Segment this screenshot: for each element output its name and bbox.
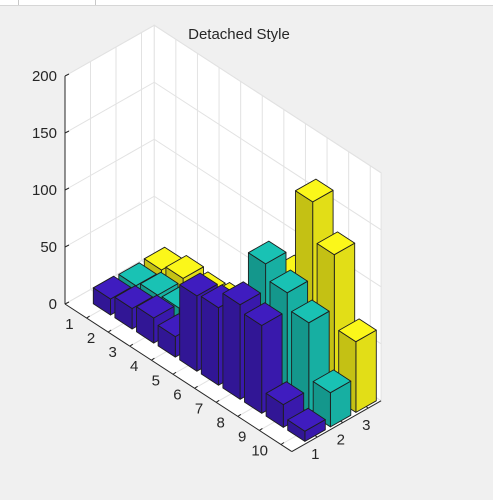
- y-tick: [172, 371, 177, 375]
- bar-top-face: [338, 318, 377, 343]
- y-tick-label: 1: [65, 316, 73, 333]
- bar-top-face: [295, 178, 334, 203]
- bar-top-face: [312, 369, 352, 394]
- bar-side-face: [200, 296, 219, 386]
- bar-side-face: [179, 284, 198, 372]
- z-tick: [64, 301, 70, 305]
- y-tick: [237, 413, 242, 417]
- y-tick: [151, 357, 155, 361]
- x-axis-line: [291, 400, 382, 452]
- bar-side-face: [222, 292, 241, 400]
- y-tick: [86, 315, 90, 319]
- z-tick: [64, 244, 70, 248]
- bar-top-face: [265, 381, 305, 406]
- toolbar-separator: [95, 0, 96, 5]
- y-tick-label: 10: [251, 443, 268, 460]
- y-tick: [129, 343, 134, 347]
- y-tick-label: 3: [108, 344, 116, 361]
- toolbar-separator: [18, 0, 19, 5]
- bars: [92, 178, 377, 442]
- y-tick-label: 5: [152, 372, 160, 389]
- bar-top-face: [118, 262, 157, 287]
- bar-top-face: [247, 240, 287, 265]
- bar-top-face: [114, 285, 153, 309]
- z-tick: [64, 130, 70, 134]
- z-tick-label: 50: [40, 239, 57, 256]
- bar-top-face: [244, 302, 283, 326]
- z-tick: [64, 187, 70, 191]
- x-tick-label: 2: [337, 432, 345, 449]
- y-tick-label: 6: [173, 386, 181, 403]
- z-tick: [64, 73, 70, 77]
- grid-line: [64, 81, 155, 134]
- grid-line: [153, 24, 382, 174]
- y-tick-label: 9: [238, 428, 246, 445]
- z-tick-label: 200: [32, 68, 57, 85]
- bar-front-face: [355, 329, 377, 413]
- bar-top-face: [136, 294, 175, 319]
- bar-top-face: [92, 275, 132, 300]
- bar: [287, 407, 326, 442]
- bar-top-face: [287, 407, 326, 432]
- bar-top-face: [291, 299, 330, 324]
- y-tick: [215, 399, 220, 403]
- z-tick-label: 150: [32, 125, 57, 142]
- y-tick-label: 8: [216, 414, 224, 431]
- bar-top-face: [139, 271, 179, 296]
- grid-line: [153, 81, 382, 231]
- bar-top-face: [165, 255, 204, 279]
- y-axis-line: [64, 303, 293, 452]
- z-tick-label: 100: [32, 182, 57, 199]
- y-tick: [107, 329, 112, 333]
- y-tick: [194, 385, 198, 389]
- bar-side-face: [244, 313, 263, 414]
- y-tick-label: 4: [130, 358, 138, 375]
- bar-top-face: [222, 281, 261, 306]
- bar-top-face: [269, 269, 309, 294]
- bar-top-face: [316, 231, 356, 256]
- chart-title: Detached Style: [188, 26, 290, 43]
- grid-line: [64, 195, 155, 248]
- bar: [312, 369, 352, 428]
- x-tick-label: 3: [362, 417, 370, 434]
- bar-top-face: [179, 272, 218, 297]
- y-tick-label: 7: [195, 400, 203, 417]
- figure-toolbar-strip: [0, 0, 493, 6]
- grid-line: [64, 24, 155, 77]
- z-tick-label: 0: [49, 296, 57, 313]
- grid-line: [64, 138, 155, 191]
- axes: [64, 73, 382, 452]
- y-tick-label: 2: [87, 330, 95, 347]
- y-tick: [259, 428, 263, 431]
- x-tick-label: 1: [311, 446, 319, 463]
- y-tick: [280, 442, 285, 445]
